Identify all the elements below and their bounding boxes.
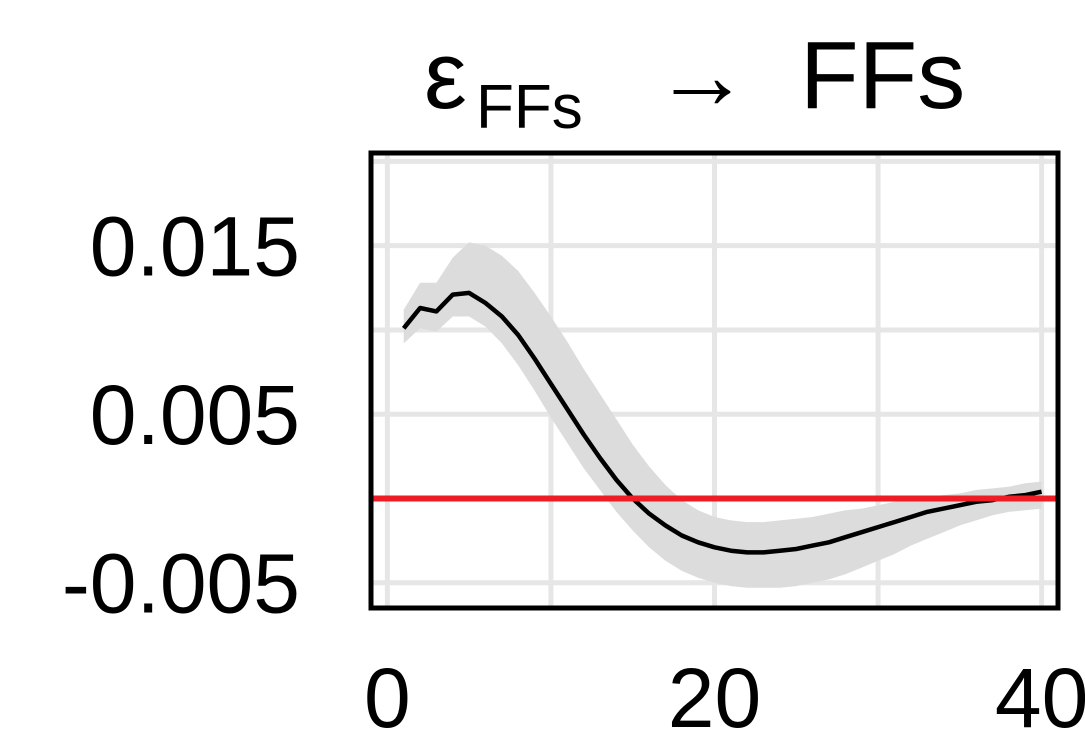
y-axis-tick-labels: -0.005 0.005 0.015	[62, 200, 300, 631]
title-subscript: FFs	[476, 73, 583, 142]
title-arrow: →	[654, 22, 750, 129]
title-symbol: ε	[424, 22, 467, 129]
x-axis-tick-labels: 0 20 40	[364, 651, 1085, 745]
y-tick-label-0: -0.005	[62, 537, 300, 631]
plot-frame	[368, 150, 1061, 611]
title-target: FFs	[800, 22, 965, 129]
x-tick-label-0: 0	[364, 651, 411, 745]
series-line	[401, 290, 1043, 555]
confidence-band	[403, 242, 1042, 588]
chart-title: ε FFs → FFs	[424, 22, 965, 142]
y-tick-label-1: 0.005	[90, 368, 300, 462]
x-tick-label-1: 20	[668, 651, 761, 745]
x-tick-label-2: 40	[995, 651, 1085, 745]
y-tick-label-2: 0.015	[90, 200, 300, 294]
